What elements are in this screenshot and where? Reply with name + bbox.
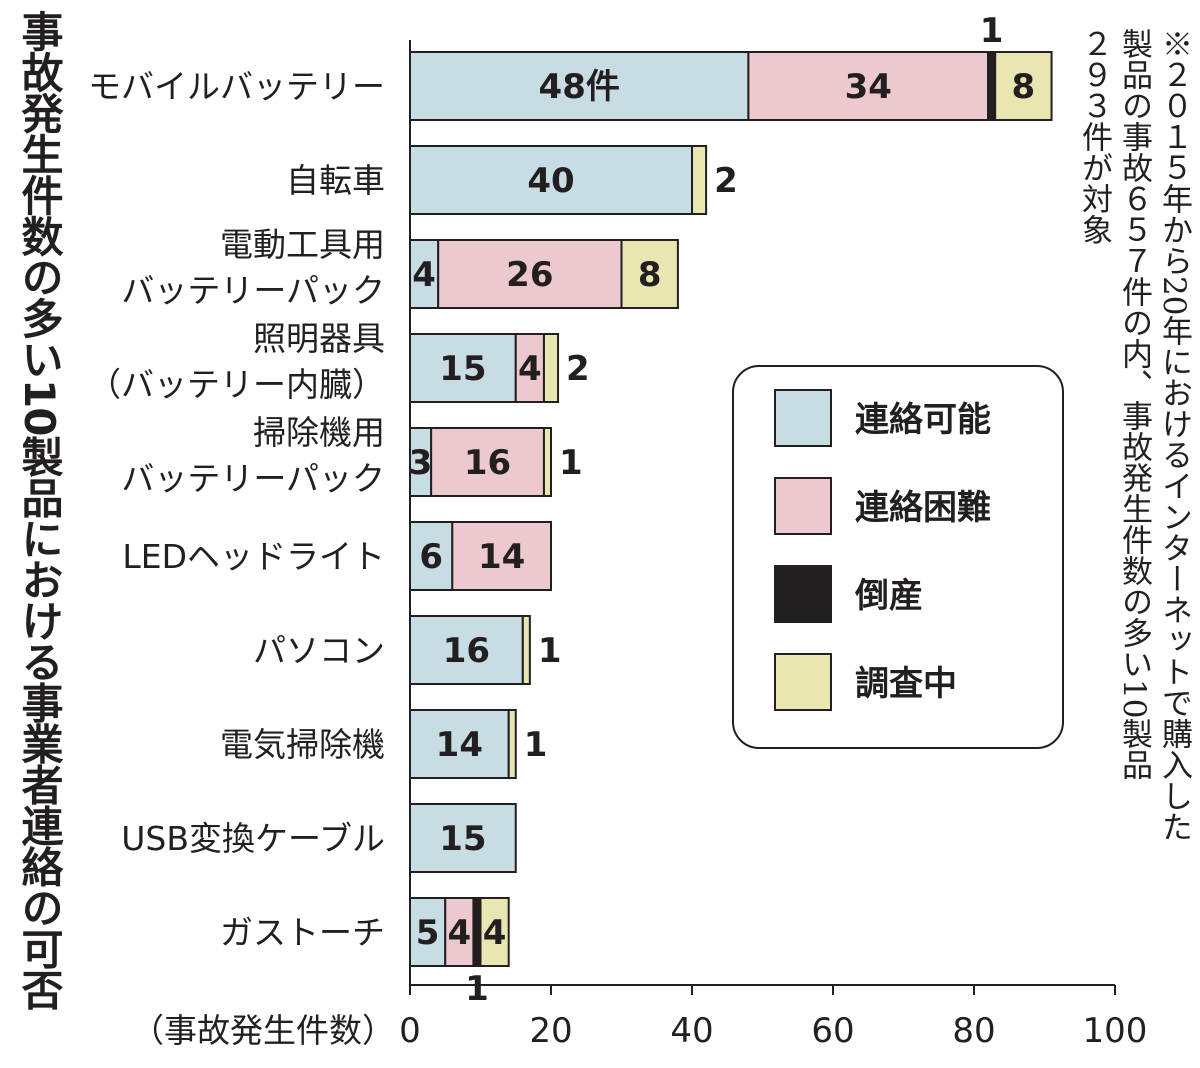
- data-label: 14: [478, 537, 525, 577]
- footnote: ※２０１５年から20年におけるインターネットで購入した 製品の事故６５７件の内、…: [1074, 28, 1194, 868]
- legend-label: 連絡困難: [855, 488, 991, 528]
- bar-segment-0: [409, 521, 454, 591]
- data-label: 2: [714, 161, 738, 201]
- footnote-line: 製品の事故６５７件の内、事故発生件数の多い10製品: [1116, 28, 1152, 781]
- x-tick-label: 0: [399, 1011, 421, 1051]
- data-label: 14: [436, 725, 483, 765]
- data-label: 8: [638, 255, 662, 295]
- data-label: 1: [559, 443, 583, 483]
- chart-title: 事故発生件数の多い10製品における事業者連絡の可否: [15, 10, 64, 1010]
- data-label: 16: [443, 631, 490, 671]
- category-label: バッテリーパック: [121, 459, 385, 498]
- legend-swatch: [774, 565, 832, 623]
- category-label: 電動工具用: [220, 225, 385, 264]
- data-label: 48件: [539, 67, 620, 107]
- legend-swatch: [774, 653, 832, 711]
- x-tick-label: 60: [811, 1011, 854, 1051]
- data-label: 15: [439, 349, 486, 389]
- bar-segment-0: [409, 803, 517, 873]
- data-label: 8: [1012, 67, 1036, 107]
- bar-segment-3: [994, 51, 1053, 121]
- bar-segment-1: [451, 521, 552, 591]
- bar-segment-0: [409, 51, 750, 121]
- x-tick-label: 40: [670, 1011, 713, 1051]
- bar-segment-2: [987, 51, 997, 121]
- data-label: 1: [465, 969, 489, 1009]
- data-label: 34: [845, 67, 892, 107]
- bar-segment-1: [437, 239, 623, 309]
- bar-segment-2: [472, 897, 482, 967]
- bar-segment-3: [542, 427, 553, 497]
- legend-swatch: [774, 389, 832, 447]
- data-label: 15: [439, 819, 486, 859]
- bar-segment-1: [747, 51, 990, 121]
- bar-segment-1: [444, 897, 475, 967]
- category-label: 掃除機用: [253, 413, 385, 452]
- bar-segment-3: [507, 709, 517, 779]
- data-label: 26: [506, 255, 553, 295]
- bar-segment-3: [620, 239, 679, 309]
- bar-segment-1: [514, 333, 545, 403]
- category-label: 自転車: [286, 161, 385, 200]
- data-label: 1: [980, 11, 1004, 51]
- legend-label: 倒産: [854, 576, 923, 616]
- category-label: バッテリーパック: [121, 271, 385, 310]
- legend-label: 調査中: [855, 664, 957, 704]
- footnote-line: ※２０１５年から20年におけるインターネットで購入した: [1156, 28, 1192, 843]
- legend-label: 連絡可能: [855, 400, 991, 440]
- bar-segment-0: [409, 145, 693, 215]
- data-label: 6: [419, 537, 443, 577]
- data-label: 1: [524, 725, 548, 765]
- legend-swatch: [774, 477, 832, 535]
- bar-segment-3: [479, 897, 510, 967]
- data-label: 4: [412, 255, 436, 295]
- category-label: LEDヘッドライト: [122, 537, 385, 576]
- category-label: 照明器具: [253, 319, 385, 358]
- legend-box: [732, 365, 1064, 749]
- data-label: 4: [483, 913, 507, 953]
- category-label: USB変換ケーブル: [121, 819, 385, 858]
- data-label: 16: [464, 443, 511, 483]
- data-label: 3: [409, 443, 433, 483]
- x-tick-label: 80: [952, 1011, 995, 1051]
- x-tick-label: 100: [1083, 1011, 1148, 1051]
- data-label: 5: [416, 913, 440, 953]
- category-label: モバイルバッテリー: [88, 67, 385, 106]
- data-label: 4: [518, 349, 542, 389]
- data-label: 1: [538, 631, 562, 671]
- data-label: 4: [448, 913, 472, 953]
- category-label: パソコン: [253, 631, 385, 670]
- data-label: 40: [527, 161, 574, 201]
- category-label: 電気掃除機: [220, 725, 385, 764]
- x-axis-label: （事故発生件数）: [131, 1011, 395, 1050]
- x-tick-label: 20: [529, 1011, 572, 1051]
- category-label: （バッテリー内臓）: [88, 365, 385, 404]
- data-label: 2: [566, 349, 590, 389]
- bar-segment-3: [521, 615, 531, 685]
- footnote-line: ２９３件が対象: [1076, 28, 1112, 245]
- bar-segment-3: [691, 145, 708, 215]
- bar-segment-3: [542, 333, 560, 403]
- category-label: ガストーチ: [220, 913, 385, 952]
